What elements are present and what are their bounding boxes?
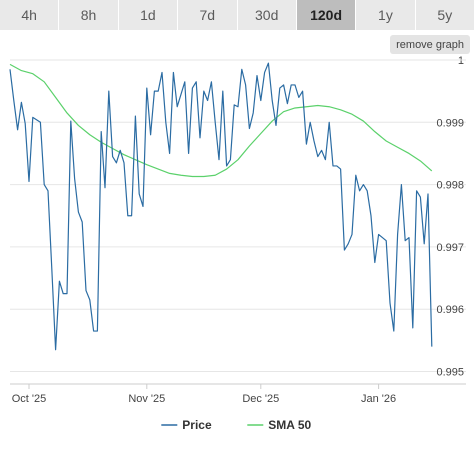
y-tick-label: 0.997 (436, 242, 464, 254)
x-tick-label: Jan '26 (361, 393, 396, 405)
tab-120d[interactable]: 120d (296, 0, 357, 30)
tab-7d[interactable]: 7d (178, 0, 238, 30)
y-tick-label: 0.995 (436, 367, 464, 379)
tab-8h[interactable]: 8h (59, 0, 119, 30)
tab-30d[interactable]: 30d (238, 0, 297, 30)
x-tick-label: Dec '25 (242, 393, 279, 405)
y-tick-label: 1 (458, 55, 464, 67)
tab-1y[interactable]: 1y (356, 0, 416, 30)
y-tick-label: 0.996 (436, 304, 464, 316)
y-tick-label: 0.999 (436, 117, 464, 129)
timeframe-tabs: 4h 8h 1d 7d 30d 120d 1y 5y (0, 0, 474, 30)
tab-5y[interactable]: 5y (437, 7, 453, 23)
y-tick-label: 0.998 (436, 180, 464, 192)
price-series-line (9, 62, 433, 351)
legend-label-price: Price (182, 418, 212, 432)
sma-50-series-line (9, 63, 433, 178)
remove-graph-button[interactable]: remove graph (390, 35, 470, 54)
tab-1d[interactable]: 1d (119, 0, 179, 30)
tab-4h[interactable]: 4h (0, 0, 60, 30)
x-tick-label: Nov '25 (128, 393, 165, 405)
legend-label-sma-50: SMA 50 (268, 418, 311, 432)
x-tick-label: Oct '25 (12, 393, 47, 405)
